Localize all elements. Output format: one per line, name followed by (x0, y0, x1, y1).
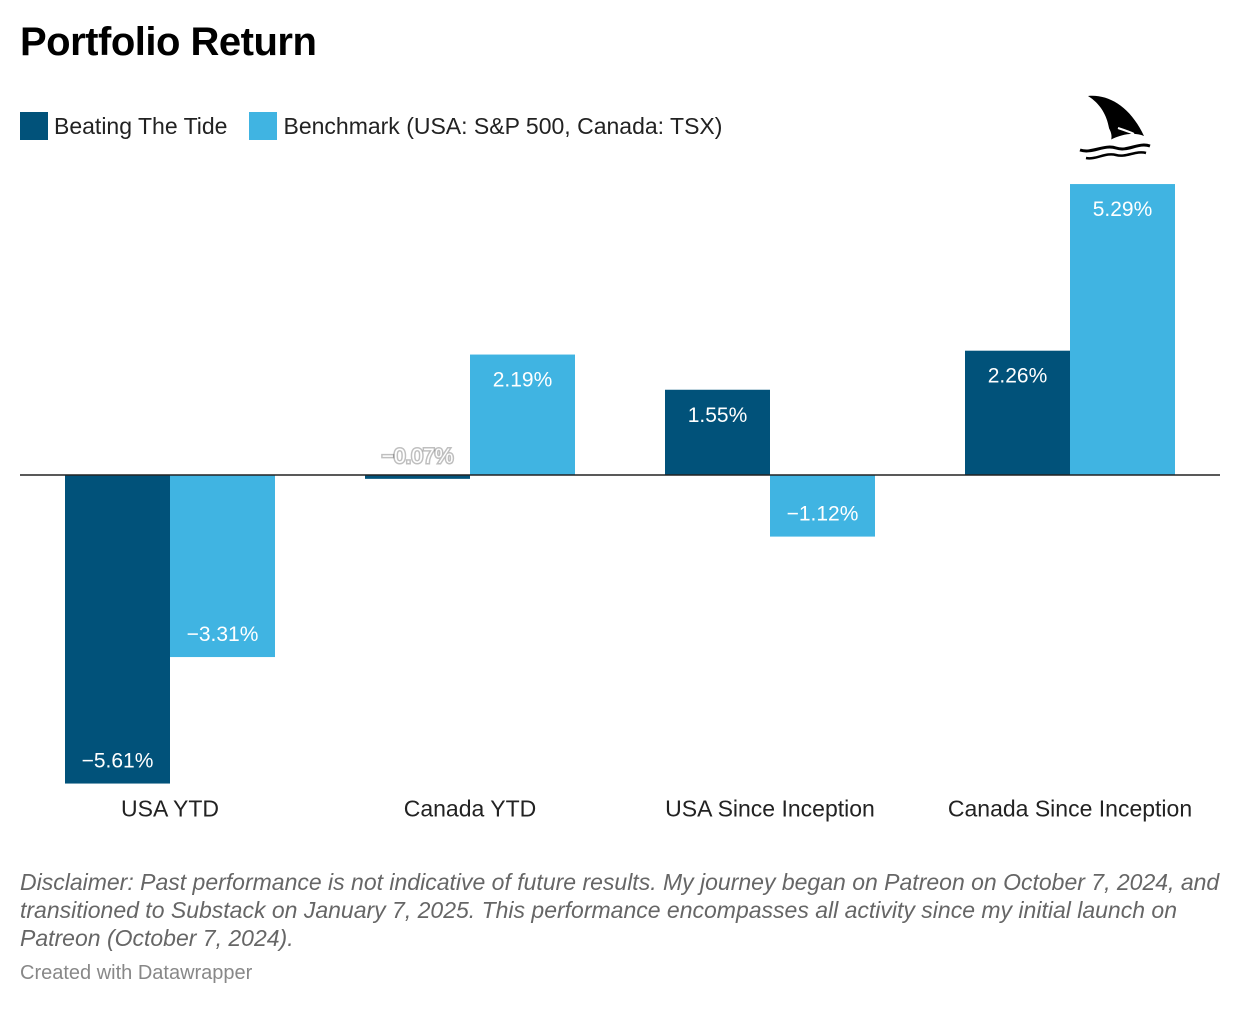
bar-0-3 (965, 350, 1070, 475)
legend-item-benchmark: Benchmark (USA: S&P 500, Canada: TSX) (249, 112, 722, 140)
legend-label-benchmark: Benchmark (USA: S&P 500, Canada: TSX) (283, 112, 723, 139)
shark-fin-icon (1079, 95, 1151, 160)
category-label-1: Canada YTD (404, 796, 537, 822)
credit-link[interactable]: Created with Datawrapper (20, 962, 253, 984)
value-label-1-0: −3.31% (187, 623, 259, 646)
value-label-0-2: 1.55% (688, 404, 748, 427)
legend-label-beating-the-tide: Beating The Tide (54, 112, 228, 139)
legend-item-beating-the-tide: Beating The Tide (20, 112, 227, 140)
chart-title: Portfolio Return (20, 20, 317, 64)
disclaimer-note: Disclaimer: Past performance is not indi… (20, 869, 1220, 951)
bar-chart: −5.61% −3.31% −0.07% 2.19% 1.55% −1.12% 2.26% 5… (20, 184, 1220, 822)
bar-1-0 (170, 475, 275, 658)
bar-0-1 (365, 475, 470, 479)
category-label-2: USA Since Inception (665, 796, 875, 822)
bar-1-3 (1070, 184, 1175, 476)
bar-1-1 (470, 354, 575, 475)
legend-swatch-beating-the-tide (20, 112, 48, 140)
value-label-1-3: 5.29% (1093, 198, 1153, 221)
bar-0-0 (65, 475, 170, 784)
value-label-0-3: 2.26% (988, 365, 1048, 388)
value-label-0-1: −0.07% (382, 445, 454, 468)
legend-swatch-benchmark (249, 112, 278, 140)
value-label-1-1: 2.19% (493, 369, 553, 392)
category-label-3: Canada Since Inception (948, 796, 1192, 822)
bar-1-2 (770, 475, 875, 537)
category-label-0: USA YTD (121, 796, 219, 822)
value-label-0-0: −5.61% (82, 750, 154, 773)
value-label-1-2: −1.12% (787, 503, 859, 526)
legend: Beating The Tide Benchmark (USA: S&P 500… (20, 112, 744, 140)
bar-0-2 (665, 389, 770, 475)
